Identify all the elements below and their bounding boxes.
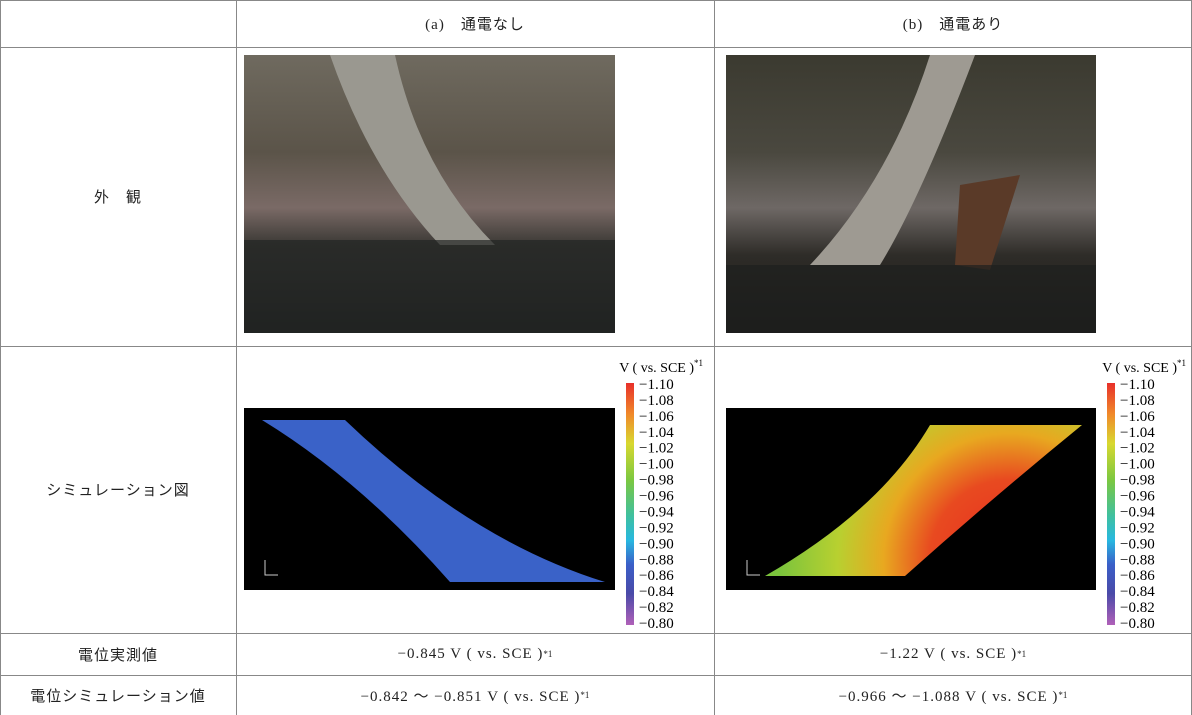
- scale-label: −1.02: [1120, 441, 1155, 457]
- rule: [714, 0, 715, 715]
- scale-label: −0.90: [1120, 536, 1155, 552]
- scale-label: −1.04: [639, 425, 674, 441]
- value-cell: −0.966 〜 −1.088 V ( vs. SCE )*1: [714, 675, 1192, 715]
- scale-label: −0.88: [639, 552, 674, 568]
- scale-label: −0.96: [639, 489, 674, 505]
- row-label: シミュレーション図: [0, 346, 236, 633]
- scale-label: −0.94: [639, 504, 674, 520]
- scale-label: −1.06: [639, 409, 674, 425]
- scale-label: −0.96: [1120, 489, 1155, 505]
- scale-label: −0.92: [639, 520, 674, 536]
- rule: [236, 0, 237, 715]
- header-b: (b) 通電あり: [714, 0, 1192, 47]
- scale-label: −1.06: [1120, 409, 1155, 425]
- value: −0.845 V ( vs. SCE ): [398, 646, 544, 663]
- note: *1: [1058, 690, 1067, 700]
- note: *1: [1177, 358, 1186, 368]
- scale-label: −0.82: [639, 600, 674, 616]
- unit-label: V ( vs. SCE )*1: [1102, 358, 1186, 376]
- row-label: 外 観: [0, 47, 236, 346]
- scale-label: −0.84: [1120, 584, 1155, 600]
- value-cell: −0.842 〜 −0.851 V ( vs. SCE )*1: [236, 675, 714, 715]
- scale-label: −0.86: [1120, 568, 1155, 584]
- page: {"header": {"a": "(a) 通電なし", "b": "(b) 通…: [0, 0, 1192, 715]
- color-bar: [626, 383, 634, 625]
- photo-b: [726, 55, 1096, 333]
- value: −0.842 〜 −0.851 V ( vs. SCE ): [361, 685, 581, 706]
- note: *1: [580, 690, 589, 700]
- scale-label: −1.10: [639, 377, 674, 393]
- note: *1: [694, 358, 703, 368]
- scale-label: −0.88: [1120, 552, 1155, 568]
- scale-label: −0.94: [1120, 504, 1155, 520]
- row-label: 電位実測値: [0, 633, 236, 675]
- scale-label: −0.84: [639, 584, 674, 600]
- header-a: (a) 通電なし: [236, 0, 714, 47]
- scale-label: −1.10: [1120, 377, 1155, 393]
- scale-label: −0.82: [1120, 600, 1155, 616]
- scale-label: −0.86: [639, 568, 674, 584]
- scale-label: −0.98: [639, 473, 674, 489]
- scale-label: −0.80: [639, 616, 674, 632]
- photo-a: [244, 55, 615, 333]
- scale-label: −1.08: [1120, 393, 1155, 409]
- scale-label: −1.08: [639, 393, 674, 409]
- value-cell: −0.845 V ( vs. SCE )*1: [236, 633, 714, 675]
- value-cell: −1.22 V ( vs. SCE )*1: [714, 633, 1192, 675]
- scale-label: −0.80: [1120, 616, 1155, 632]
- scale-label: −1.00: [639, 457, 674, 473]
- scale-label: −0.92: [1120, 520, 1155, 536]
- scale-label: −0.98: [1120, 473, 1155, 489]
- unit-label: V ( vs. SCE )*1: [619, 358, 703, 376]
- unit: V ( vs. SCE ): [619, 361, 694, 376]
- value: −1.22 V ( vs. SCE ): [880, 646, 1017, 663]
- unit: V ( vs. SCE ): [1102, 361, 1177, 376]
- value: −0.966 〜 −1.088 V ( vs. SCE ): [839, 685, 1059, 706]
- note: *1: [1017, 649, 1026, 659]
- row-label: 電位シミュレーション値: [0, 675, 236, 715]
- scales: V ( vs. SCE )*1−1.10−1.08−1.06−1.04−1.02…: [619, 358, 1186, 632]
- scale-label: −0.90: [639, 536, 674, 552]
- scale-label: −1.02: [639, 441, 674, 457]
- note: *1: [543, 649, 552, 659]
- color-bar: [1107, 383, 1115, 625]
- scale-label: −1.04: [1120, 425, 1155, 441]
- scale-label: −1.00: [1120, 457, 1155, 473]
- simulation-b: [726, 408, 1096, 590]
- simulation-a: [244, 408, 615, 590]
